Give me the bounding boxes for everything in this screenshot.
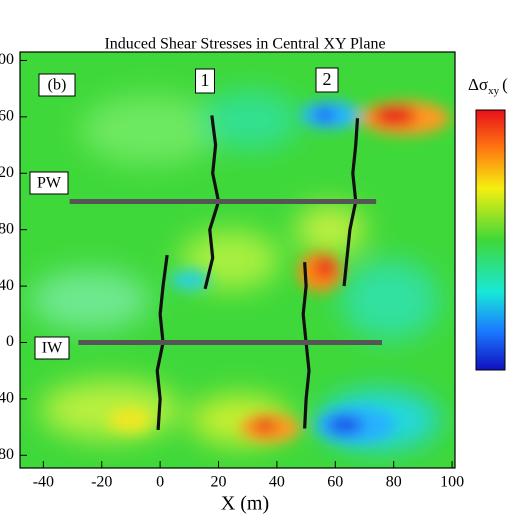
y-tick-label: 160 bbox=[0, 108, 14, 125]
y-tick-label: 120 bbox=[0, 164, 14, 181]
annotation: IW bbox=[42, 340, 63, 357]
x-tick-label: 0 bbox=[156, 474, 164, 491]
annotation: 2 bbox=[323, 69, 332, 89]
annotation: (b) bbox=[48, 77, 67, 94]
annotation: PW bbox=[37, 175, 62, 192]
label-box bbox=[29, 171, 69, 195]
label-box bbox=[34, 336, 70, 360]
contour-field bbox=[20, 52, 455, 468]
overlay bbox=[69, 115, 383, 431]
x-tick-label: 100 bbox=[440, 474, 464, 491]
y-tick-label: -40 bbox=[0, 390, 14, 407]
colorbar-unit: ( bbox=[502, 75, 508, 94]
y-tick-label: 40 bbox=[0, 277, 14, 294]
x-tick-label: 40 bbox=[269, 474, 285, 491]
colorbar bbox=[475, 109, 506, 371]
label-box bbox=[315, 67, 339, 93]
annotation: 1 bbox=[201, 70, 210, 90]
x-axis-label: X (m) bbox=[221, 493, 269, 515]
label-box bbox=[195, 68, 215, 94]
y-tick-label: -80 bbox=[0, 446, 14, 463]
x-tick-label: 80 bbox=[386, 474, 402, 491]
label-box bbox=[38, 73, 76, 97]
x-tick-label: -20 bbox=[91, 474, 112, 491]
y-tick-label: 0 bbox=[6, 333, 14, 350]
chart-title: Induced Shear Stresses in Central XY Pla… bbox=[104, 36, 385, 53]
x-tick-label: 60 bbox=[327, 474, 343, 491]
colorbar-symbol: Δσ bbox=[468, 75, 488, 94]
y-tick-label: 200 bbox=[0, 51, 14, 68]
plot-frame bbox=[19, 51, 456, 469]
colorbar-subscript: xy bbox=[488, 85, 500, 97]
y-tick-label: 80 bbox=[0, 220, 14, 237]
colorbar-label: Δσxy( bbox=[468, 75, 508, 97]
x-tick-label: 20 bbox=[211, 474, 227, 491]
x-tick-label: -40 bbox=[33, 474, 54, 491]
